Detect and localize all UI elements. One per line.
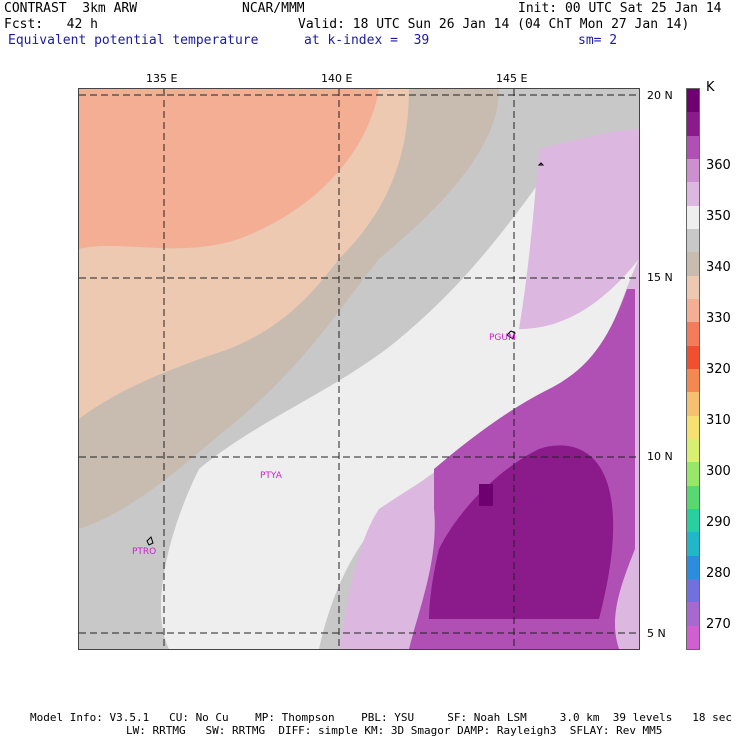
colorbar-label-270: 270 (706, 617, 731, 632)
center-label: NCAR/MMM (242, 1, 305, 16)
colorbar-segment (687, 462, 699, 486)
colorbar-segment (687, 205, 699, 229)
colorbar-segment (687, 252, 699, 276)
colorbar-segment (687, 508, 699, 533)
colorbar-segment (687, 625, 699, 649)
valid-time: Valid: 18 UTC Sun 26 Jan 14 (04 ChT Mon … (298, 17, 690, 32)
lat-label-15: 15 N (647, 271, 673, 284)
init-time: Init: 00 UTC Sat 25 Jan 14 (518, 1, 722, 16)
station-ptya: PTYA (260, 471, 282, 481)
colorbar-segment (687, 555, 699, 579)
colorbar-segment (687, 158, 699, 183)
colorbar-label-280: 280 (706, 566, 731, 581)
colorbar-segment (687, 228, 699, 253)
lon-label-140: 140 E (321, 72, 353, 85)
colorbar-label-340: 340 (706, 260, 731, 275)
colorbar-label-300: 300 (706, 464, 731, 479)
colorbar-label-360: 360 (706, 158, 731, 173)
colorbar-segment (687, 112, 699, 136)
colorbar-label-290: 290 (706, 515, 731, 530)
colorbar-segment (687, 485, 699, 509)
colorbar-label-320: 320 (706, 362, 731, 377)
colorbar-segment (687, 89, 699, 113)
colorbar-segment (687, 578, 699, 603)
colorbar (686, 88, 700, 650)
colorbar-segment (687, 602, 699, 626)
lon-label-135: 135 E (146, 72, 178, 85)
colorbar-segment (687, 438, 699, 463)
colorbar-segment (687, 368, 699, 393)
lat-label-10: 10 N (647, 450, 673, 463)
forecast-hour: Fcst: 42 h (4, 17, 98, 32)
level-info: at k-index = 39 (304, 33, 430, 48)
model-title: CONTRAST 3km ARW (4, 1, 138, 16)
colorbar-segment (687, 322, 699, 346)
colorbar-segment (687, 392, 699, 416)
colorbar-segment (687, 532, 699, 556)
colorbar-segment (687, 298, 699, 323)
colorbar-label-350: 350 (706, 209, 731, 224)
colorbar-segment (687, 345, 699, 369)
station-ptro: PTRO (132, 547, 157, 557)
colorbar-segment (687, 415, 699, 439)
colorbar-label-310: 310 (706, 413, 731, 428)
lat-label-5: 5 N (647, 627, 666, 640)
station-pgum: PGUM (489, 333, 516, 343)
theta-e-map: PGUM PTYA PTRO (78, 88, 640, 650)
lat-label-20: 20 N (647, 89, 673, 102)
colorbar-segment (687, 275, 699, 299)
colorbar-segment (687, 135, 699, 159)
lon-label-145: 145 E (496, 72, 528, 85)
smoothing-info: sm= 2 (578, 33, 618, 48)
colorbar-label-330: 330 (706, 311, 731, 326)
map-fill (79, 89, 639, 649)
colorbar-segment (687, 182, 699, 206)
footer-physics-info: LW: RRTMG SW: RRTMG DIFF: simple KM: 3D … (126, 724, 663, 737)
field-name: Equivalent potential temperature (8, 33, 259, 48)
footer-model-info: Model Info: V3.5.1 CU: No Cu MP: Thompso… (30, 711, 732, 724)
colorbar-unit: K (706, 80, 715, 95)
